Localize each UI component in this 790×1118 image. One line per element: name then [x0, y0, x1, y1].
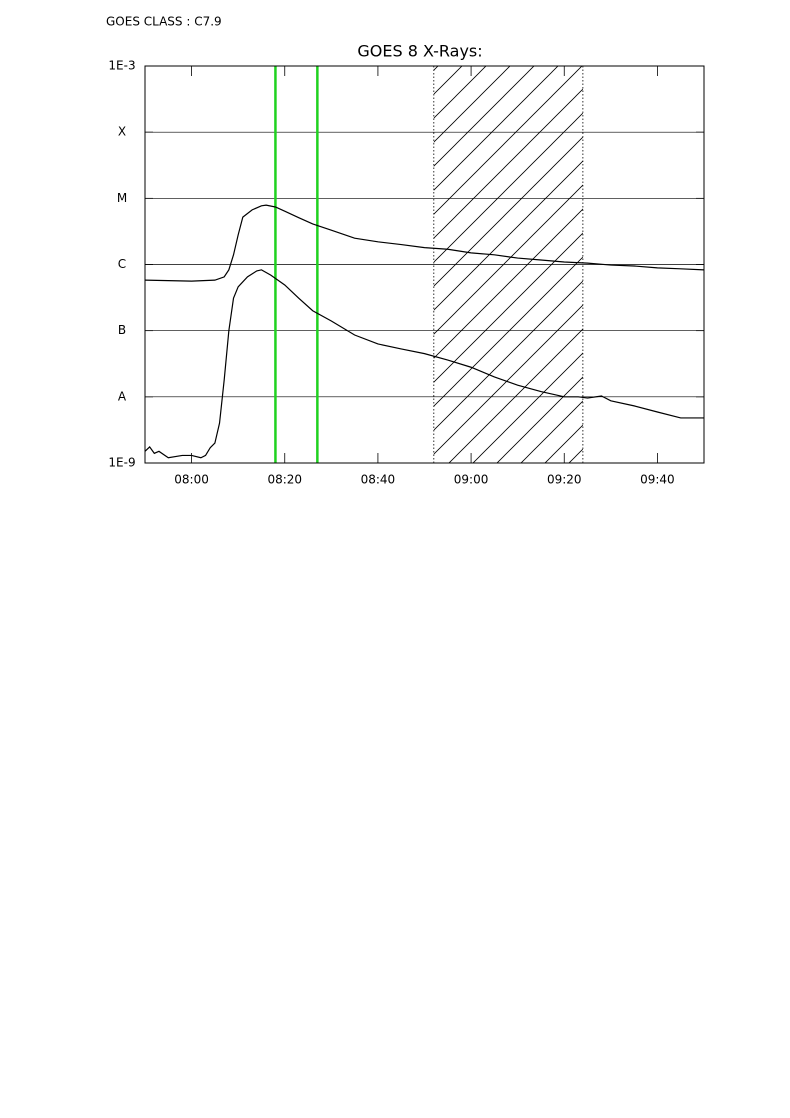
- flux-line: [144, 204, 705, 282]
- y-tick-label: A: [118, 389, 127, 403]
- flux-line: [144, 269, 704, 459]
- chart-title: GOES 8 X-Rays:: [357, 42, 482, 61]
- x-tick-label: 09:20: [547, 473, 582, 487]
- y-tick-label: C: [118, 257, 126, 271]
- x-tick-label: 08:40: [361, 473, 396, 487]
- y-tick-label: 1E-9: [108, 456, 135, 470]
- y-tick-label: B: [118, 323, 126, 337]
- x-tick-label: 08:00: [174, 473, 209, 487]
- x-tick-label: 09:00: [454, 473, 489, 487]
- y-tick-label: M: [117, 191, 127, 205]
- y-tick-label: X: [118, 125, 126, 139]
- x-tick-label: 08:20: [267, 473, 302, 487]
- goes-class: GOES CLASS : C7.9: [106, 15, 222, 29]
- plot-frame: [144, 65, 705, 464]
- y-tick-label: 1E-3: [108, 59, 135, 73]
- x-tick-label: 09:40: [640, 473, 675, 487]
